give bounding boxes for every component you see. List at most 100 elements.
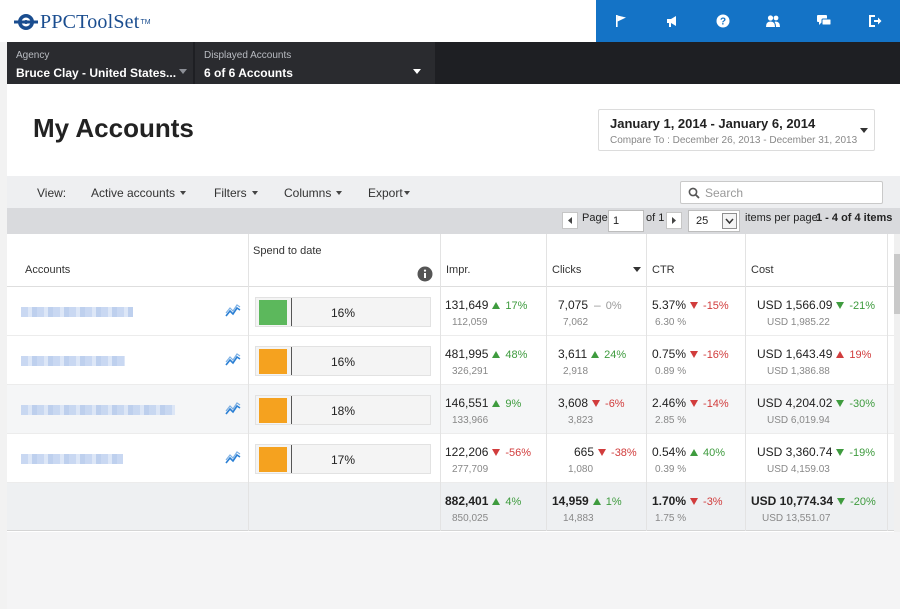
pager-bar: Page 1 of 1 25 items per page 1 - 4 of 4… [7,208,900,234]
columns-dropdown[interactable]: Columns [284,186,343,200]
announcements-button[interactable] [647,0,698,42]
table-scrollbar[interactable] [894,234,900,532]
account-name-link[interactable] [21,307,133,317]
impr-cell: 481,995 48% 326,291 [445,347,527,377]
date-range-picker[interactable]: January 1, 2014 - January 6, 2014 Compar… [598,109,875,151]
ctr-change: -14% [703,398,729,410]
impr-value: 122,206 [445,445,489,459]
clicks-change: 24% [604,349,627,361]
search-icon [688,187,700,199]
items-per-page-select[interactable]: 25 [688,210,740,232]
trend-down-icon [836,302,845,309]
search-box[interactable] [680,181,883,204]
account-name-link[interactable] [21,454,123,464]
impr-change: 17% [505,300,528,312]
page-number-input[interactable]: 1 [608,210,644,232]
ctr-value: 2.46% [652,396,687,410]
column-divider [887,234,888,531]
clicks-total-change: 1% [605,496,622,508]
view-label: View: [37,186,67,200]
spend-progress-fill [259,300,287,325]
clicks-value: 665 [574,445,595,459]
impr-change: 9% [505,398,522,410]
items-range: 1 - 4 of 4 items [816,212,893,224]
column-header-impr[interactable]: Impr. [446,264,471,276]
displayed-accounts-label: Displayed Accounts [204,50,292,61]
impr-value: 481,995 [445,347,489,361]
impr-change: -56% [505,447,532,459]
flag-button[interactable] [596,0,647,42]
top-bar: PPCToolSet TM ? [0,0,900,42]
active-accounts-dropdown[interactable]: Active accounts [91,186,187,200]
trend-chart-icon[interactable] [225,451,241,465]
clicks-previous: 1,080 [568,464,594,475]
column-header-cost[interactable]: Cost [751,264,774,276]
logout-button[interactable] [849,0,900,42]
agency-value: Bruce Clay - United States... [16,66,176,80]
items-per-page-label: items per page [745,212,818,224]
spend-percent: 17% [331,453,356,467]
cost-change: -19% [849,447,876,459]
messages-button[interactable] [799,0,850,42]
column-header-clicks[interactable]: Clicks [552,264,582,276]
trend-down-icon [690,400,699,407]
trend-up-icon [492,400,501,407]
column-header-accounts[interactable]: Accounts [25,264,71,276]
ctr-value: 0.75% [652,347,687,361]
export-dropdown[interactable]: Export [368,186,410,200]
column-divider [745,234,746,531]
search-input[interactable] [705,185,875,201]
trend-down-icon [592,400,601,407]
ctr-cell: 0.54% 40% 0.39 % [652,445,725,475]
page-of-label: of 1 [646,212,665,224]
cost-change: -30% [849,398,876,410]
table-header: Accounts Spend to date Impr. Clicks CTR … [7,234,900,287]
displayed-accounts-selector[interactable]: Displayed Accounts 6 of 6 Accounts [195,42,435,84]
spend-percent: 16% [331,306,356,320]
logo-trademark: TM [140,18,151,26]
sort-desc-icon[interactable] [633,267,641,273]
chat-icon [817,15,832,26]
cost-previous: USD 4,159.03 [767,464,830,475]
cost-value: USD 3,360.74 [757,445,833,459]
toolbar: View: Active accounts Filters Columns Ex… [7,176,900,208]
trend-chart-icon[interactable] [225,402,241,416]
cost-change: -21% [849,300,876,312]
impr-cell: 131,649 17% 112,059 [445,298,527,328]
prev-page-button[interactable] [562,212,578,229]
cost-total-cell: USD 10,774.34 -20% USD 13,551.07 [751,494,876,524]
trend-chart-icon[interactable] [225,304,241,318]
agency-selector[interactable]: Agency Bruce Clay - United States... [7,42,193,84]
clicks-total-value: 14,959 [552,494,589,508]
column-header-spend[interactable]: Spend to date [253,245,322,257]
chevron-down-icon [860,128,868,133]
spend-progress-fill [259,398,287,423]
next-page-button[interactable] [666,212,682,229]
page-title: My Accounts [33,113,194,143]
trend-down-icon [836,449,845,456]
info-icon[interactable] [417,266,433,282]
logo[interactable]: PPCToolSet TM [14,10,151,34]
flag-icon [616,15,627,27]
agency-bar: Agency Bruce Clay - United States... Dis… [7,42,900,84]
users-button[interactable] [748,0,799,42]
clicks-total-previous: 14,883 [563,513,594,524]
scrollbar-thumb[interactable] [894,254,900,314]
impr-previous: 133,966 [452,415,489,426]
clicks-cell: 3,608 -6% 3,823 [558,396,625,426]
filters-dropdown[interactable]: Filters [214,186,258,200]
cost-cell: USD 4,204.02 -30% USD 6,019.94 [757,396,875,426]
column-header-ctr[interactable]: CTR [652,264,675,276]
svg-text:?: ? [720,17,726,28]
clicks-cell: 7,075–0% 7,062 [558,298,622,328]
help-button[interactable]: ? [697,0,748,42]
spend-target-marker [291,445,292,473]
items-per-page-value: 25 [696,215,709,227]
chevron-left-icon [568,217,572,224]
account-name-link[interactable] [21,405,175,415]
account-name-link[interactable] [21,356,125,366]
chevron-down-icon [336,191,343,195]
chevron-down-icon [251,191,258,195]
trend-chart-icon[interactable] [225,353,241,367]
left-strip [0,42,7,609]
